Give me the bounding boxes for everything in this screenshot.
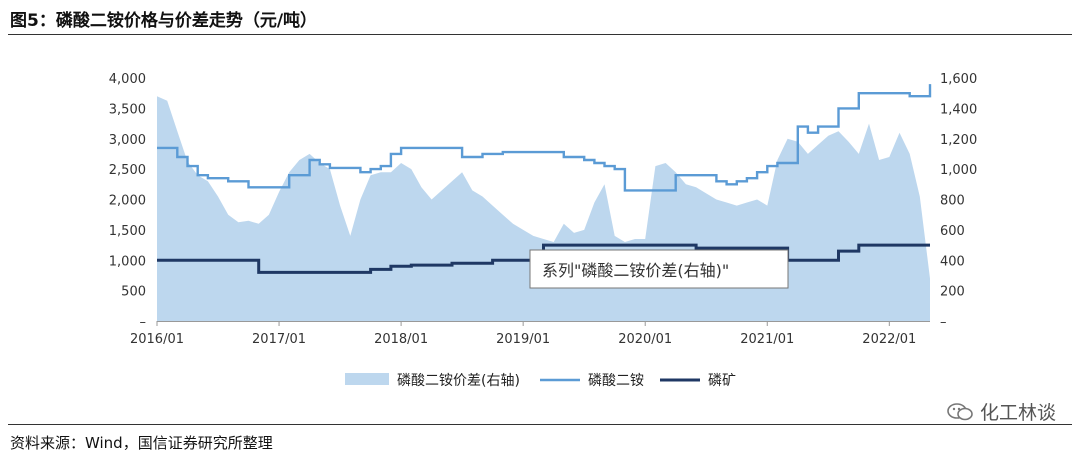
series-dap-line xyxy=(157,84,932,192)
y-right-tick-label: 400 xyxy=(940,254,965,269)
y-left-tick-label: – xyxy=(140,315,147,330)
x-tick-label: 2017/01 xyxy=(252,332,306,347)
y-left-tick-label: 4,000 xyxy=(109,72,146,87)
wechat-icon xyxy=(947,402,973,420)
y-left-tick-label: 3,000 xyxy=(109,133,146,148)
y-right-tick-label: 600 xyxy=(940,224,965,239)
x-tick-label: 2020/01 xyxy=(618,332,672,347)
chart-title: 图5：磷酸二铵价格与价差走势（元/吨） xyxy=(10,11,318,31)
legend-swatch-1 xyxy=(345,373,389,385)
source-divider xyxy=(8,424,1072,425)
y-right-tick-label: 1,200 xyxy=(940,133,977,148)
source-note: 资料来源：Wind，国信证券研究所整理 xyxy=(10,434,273,452)
y-left-tick-label: 1,000 xyxy=(109,254,146,269)
x-tick-label: 2018/01 xyxy=(374,332,428,347)
watermark-text: 化工林谈 xyxy=(979,402,1056,424)
x-tick-label: 2019/01 xyxy=(496,332,550,347)
y-right-tick-label: 200 xyxy=(940,285,965,300)
x-tick-label: 2016/01 xyxy=(130,332,184,347)
legend-label-2: 磷酸二铵 xyxy=(588,373,644,389)
y-right-tick-label: 1,000 xyxy=(940,163,977,178)
y-right-tick-label: 800 xyxy=(940,194,965,209)
tooltip-text: 系列"磷酸二铵价差(右轴)" xyxy=(542,261,729,280)
x-tick-label: 2021/01 xyxy=(740,332,794,347)
watermark: 化工林谈 xyxy=(946,398,1056,425)
y-right-tick-label: 1,400 xyxy=(940,102,977,117)
title-divider xyxy=(8,34,1072,35)
y-left-tick-label: 500 xyxy=(121,285,146,300)
y-left-tick-label: 2,000 xyxy=(109,194,146,209)
tooltip-box xyxy=(529,249,789,289)
y-left-tick-label: 1,500 xyxy=(109,224,146,239)
legend-label-3: 磷矿 xyxy=(708,373,736,389)
y-right-tick-label: – xyxy=(940,315,947,330)
legend-label-1: 磷酸二铵价差(右轴) xyxy=(397,373,520,389)
y-left-tick-label: 3,500 xyxy=(109,102,146,117)
x-tick-label: 2022/01 xyxy=(862,332,916,347)
y-right-tick-label: 1,600 xyxy=(940,72,977,87)
y-left-tick-label: 2,500 xyxy=(109,163,146,178)
